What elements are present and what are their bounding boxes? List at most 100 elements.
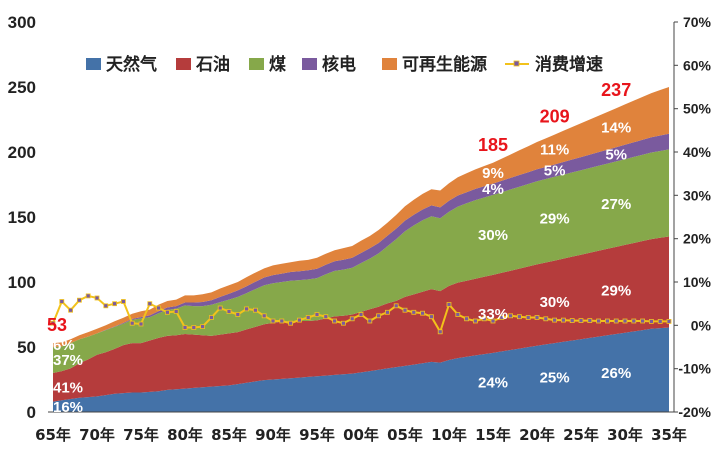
legend-swatch-4 <box>382 58 397 70</box>
growth-point <box>279 318 285 324</box>
area-series-2 <box>53 149 669 373</box>
growth-point <box>569 318 575 324</box>
growth-point <box>587 318 593 324</box>
growth-point <box>455 312 461 317</box>
growth-point <box>252 307 258 313</box>
y-tick-label: 50 <box>17 338 36 357</box>
growth-point <box>367 318 373 324</box>
growth-point <box>208 315 214 320</box>
x-tick-label: 25年 <box>563 426 599 444</box>
share-label: 16% <box>53 399 83 416</box>
share-label: 11% <box>540 142 569 159</box>
share-label: 26% <box>601 365 631 382</box>
growth-point <box>481 316 487 322</box>
growth-point <box>164 309 170 315</box>
growth-point <box>94 295 100 301</box>
growth-point <box>270 318 276 324</box>
right-tick-label: 10% <box>683 274 712 290</box>
growth-point <box>446 302 452 307</box>
growth-point <box>182 325 188 330</box>
growth-point <box>112 301 117 307</box>
growth-point <box>525 315 531 320</box>
share-label: 30% <box>540 294 570 311</box>
growth-point <box>376 313 382 319</box>
legend-label-5: 消费增速 <box>535 54 603 75</box>
legend-label-0: 天然气 <box>106 54 157 75</box>
y-tick-label: 100 <box>8 273 36 292</box>
growth-point <box>464 316 470 322</box>
growth-point <box>121 299 126 304</box>
growth-point <box>103 303 109 309</box>
share-label: 24% <box>478 374 508 391</box>
legend-label-3: 核电 <box>322 54 356 75</box>
growth-point <box>296 317 302 323</box>
growth-point <box>472 318 478 324</box>
growth-point <box>191 325 197 330</box>
total-labels: 53 185 209 237 <box>47 80 631 335</box>
x-tick-label: 35年 <box>651 426 687 444</box>
share-label: 9% <box>482 165 504 182</box>
growth-point <box>428 314 434 320</box>
share-label: 25% <box>540 370 570 387</box>
x-tick-label: 05年 <box>387 426 423 444</box>
right-tick-label: 70% <box>683 14 712 30</box>
x-tick-label: 90年 <box>255 426 291 444</box>
growth-point <box>393 303 399 309</box>
x-tick-label: 95年 <box>299 426 335 444</box>
legend-label-2: 煤 <box>269 54 286 75</box>
legend: 天然气 石油 煤 核电 可再生能源 消费增速 <box>86 54 603 75</box>
x-tick-label: 80年 <box>167 426 203 444</box>
total-label: 237 <box>601 80 631 100</box>
share-label: 27% <box>601 196 631 213</box>
legend-swatch-0 <box>86 58 101 70</box>
growth-point <box>138 321 144 327</box>
share-label: 4% <box>482 181 504 198</box>
growth-point <box>384 309 390 315</box>
growth-point <box>85 293 91 299</box>
growth-point <box>411 309 417 315</box>
growth-point <box>499 315 505 320</box>
growth-point <box>129 320 135 326</box>
right-tick-label: 0% <box>691 317 712 333</box>
growth-line-series <box>50 293 672 335</box>
growth-point <box>420 310 426 316</box>
growth-point <box>640 318 645 324</box>
growth-point <box>323 314 329 320</box>
growth-point <box>596 318 601 324</box>
growth-point <box>657 318 663 324</box>
growth-point <box>517 314 522 320</box>
growth-point <box>244 306 250 312</box>
legend-marker-5 <box>513 60 520 67</box>
growth-point <box>340 320 346 326</box>
x-tick-label: 85年 <box>211 426 247 444</box>
growth-point <box>508 313 514 319</box>
share-label: 14% <box>601 120 631 137</box>
growth-point <box>332 318 338 324</box>
right-tick-label: 50% <box>683 101 712 117</box>
growth-point <box>349 316 355 322</box>
x-tick-label: 15年 <box>475 426 511 444</box>
growth-point <box>68 307 73 313</box>
x-tick-label: 20年 <box>519 426 555 444</box>
y-tick-label: 0 <box>27 403 36 422</box>
x-tick-label: 75年 <box>123 426 159 444</box>
growth-point <box>666 318 672 324</box>
growth-point <box>59 299 65 304</box>
axes: 0 50 100 150 200 250 300 -20% -10% 0% 10% 20% 30% 40%… <box>8 13 712 444</box>
legend-swatch-1 <box>176 58 191 70</box>
growth-point <box>261 313 267 319</box>
growth-point <box>173 309 179 314</box>
growth-point <box>156 305 162 311</box>
growth-point <box>217 305 223 311</box>
growth-point <box>77 297 82 303</box>
legend-label-4: 可再生能源 <box>402 54 487 75</box>
share-label: 5% <box>605 146 627 163</box>
growth-point <box>631 318 637 324</box>
y-tick-label: 250 <box>8 78 36 97</box>
total-label: 53 <box>47 315 67 335</box>
growth-point <box>305 315 311 320</box>
growth-point <box>200 324 206 330</box>
share-label: 37% <box>53 352 83 369</box>
legend-label-1: 石油 <box>195 54 230 75</box>
